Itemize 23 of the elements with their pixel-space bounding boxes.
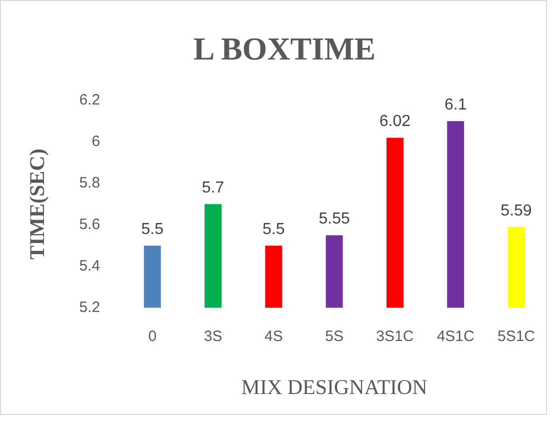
y-tick-label: 5.4	[79, 257, 100, 274]
x-tick-label: 4S	[264, 328, 283, 345]
data-label: 6.1	[444, 96, 467, 114]
chart-title: L BOXTIME	[193, 30, 376, 66]
y-tick-label: 5.2	[79, 298, 100, 316]
x-tick-label: 3S1C	[376, 328, 414, 345]
data-label: 5.59	[500, 202, 532, 220]
data-label: 5.7	[202, 180, 224, 197]
y-axis-title: TIME(SEC)	[25, 148, 50, 260]
y-tick-label: 6.2	[79, 92, 100, 109]
x-tick-label: 3S	[204, 328, 222, 345]
y-tick-label: 5.8	[79, 174, 100, 192]
data-label: 5.5	[262, 220, 285, 238]
data-label: 6.02	[379, 113, 411, 130]
y-tick-label: 6	[92, 133, 100, 150]
x-tick-label: 5S1C	[497, 328, 536, 345]
y-tick-label: 5.6	[79, 216, 100, 233]
x-tick-label: 5S	[325, 328, 344, 345]
data-label: 5.5	[141, 220, 164, 238]
data-label: 5.55	[318, 210, 350, 228]
x-axis-title: MIX DESIGNATION	[241, 374, 428, 399]
x-tick-label: 0	[148, 328, 157, 345]
x-tick-label: 4S1C	[436, 328, 475, 345]
